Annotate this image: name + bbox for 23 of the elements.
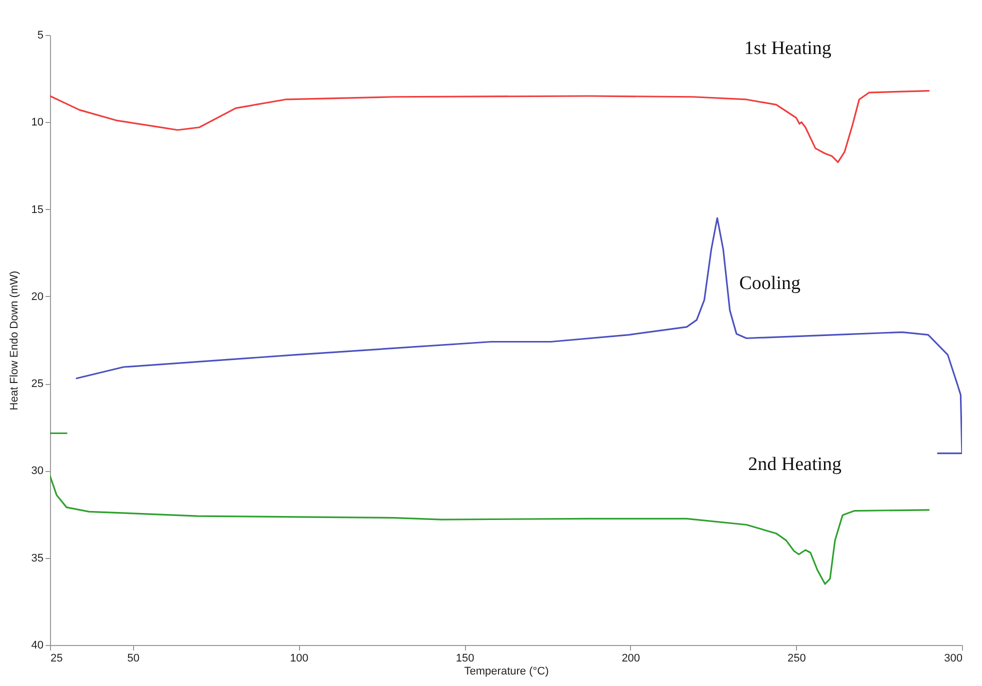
x-tick-label: 50 <box>127 652 140 664</box>
text: 2nd Heating <box>748 454 842 475</box>
y-tick-label: 5 <box>37 30 44 42</box>
x-tick-label: 25 <box>50 652 63 664</box>
y-tick-label: 30 <box>31 465 44 478</box>
x-tick-label: 150 <box>456 652 474 664</box>
x-tick-label: 100 <box>290 652 308 664</box>
y-tick-label: 40 <box>31 640 44 652</box>
y-tick-label: 15 <box>31 204 44 216</box>
y-tick-label: 25 <box>31 378 44 390</box>
line-series <box>50 475 930 585</box>
y-tick-label: 35 <box>31 552 44 564</box>
x-tick-label: 300 <box>944 652 962 664</box>
x-axis-title: Temperature (°C) <box>464 666 549 678</box>
y-tick-label: 10 <box>31 116 44 129</box>
series-label: Cooling <box>739 273 801 294</box>
x-tick-label: 250 <box>788 652 806 664</box>
y-tick-label: 20 <box>31 290 44 303</box>
x-tick-label: 200 <box>622 652 640 664</box>
line-series <box>76 217 962 454</box>
y-axis-title: Heat Flow Endo Down (mW) <box>8 270 20 410</box>
text: 1st Heating <box>744 38 832 59</box>
line-series <box>50 90 930 164</box>
